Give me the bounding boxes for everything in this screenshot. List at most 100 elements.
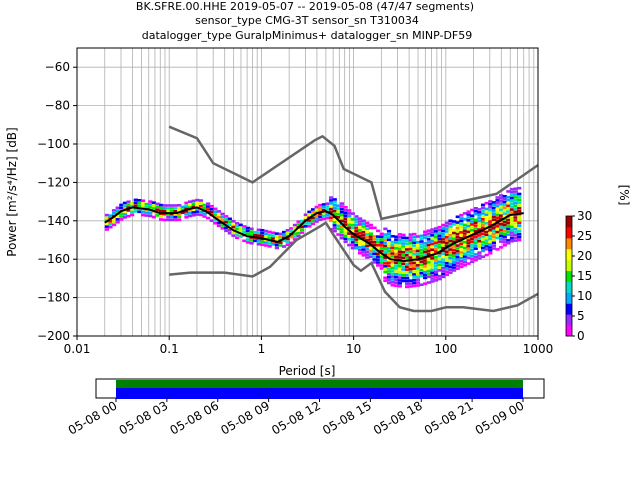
density-cell <box>126 206 131 209</box>
density-cell <box>452 220 457 223</box>
density-cell <box>314 220 319 223</box>
density-cell <box>394 261 399 264</box>
density-cell <box>379 246 384 250</box>
density-cell <box>455 261 460 265</box>
density-cell <box>354 226 359 230</box>
density-cell <box>379 249 384 253</box>
density-cell <box>390 269 395 273</box>
density-cell <box>441 235 446 238</box>
density-cell <box>506 221 511 225</box>
density-cell <box>155 205 160 209</box>
density-cell <box>180 205 185 209</box>
density-cell <box>379 258 384 262</box>
density-cell <box>263 244 269 247</box>
density-cell <box>466 256 471 260</box>
density-cell <box>495 213 500 217</box>
density-cell <box>452 231 457 235</box>
density-cell <box>376 264 381 267</box>
density-cell <box>365 233 370 236</box>
density-cell <box>517 207 522 210</box>
timeline-tick-label: 05-08 03 <box>117 398 171 437</box>
density-cell <box>459 256 464 260</box>
density-cell <box>404 262 410 266</box>
density-cell <box>495 210 500 214</box>
density-cell <box>466 244 471 248</box>
density-cell <box>372 226 377 230</box>
density-cell <box>122 201 128 205</box>
density-cell <box>415 264 421 267</box>
density-cell <box>401 256 406 260</box>
density-cell <box>209 219 214 222</box>
density-cell <box>376 238 381 241</box>
density-cell <box>513 198 518 202</box>
density-cell <box>444 256 450 259</box>
density-cell <box>361 236 366 240</box>
density-cell <box>433 261 439 265</box>
density-cell <box>448 251 453 254</box>
density-cell <box>187 214 193 218</box>
density-cell <box>209 210 214 214</box>
density-cell <box>202 212 207 215</box>
density-cell <box>502 220 507 224</box>
density-cell <box>433 247 439 250</box>
density-cell <box>339 225 345 228</box>
density-cell <box>473 212 478 216</box>
density-cell <box>144 205 149 209</box>
density-cell <box>473 218 478 222</box>
density-cell <box>444 233 450 236</box>
density-cell <box>191 213 196 217</box>
density-cell <box>343 228 348 232</box>
density-cell <box>488 251 493 255</box>
density-cell <box>292 235 298 238</box>
density-cell <box>495 248 500 251</box>
density-cell <box>473 241 478 245</box>
density-cell <box>354 244 359 247</box>
density-cell <box>466 227 471 231</box>
timeline-tick-label: 05-08 09 <box>218 398 272 437</box>
ppsd-density-cells <box>104 186 522 289</box>
density-cell <box>343 234 348 238</box>
density-cell <box>321 211 327 215</box>
density-cell <box>332 226 337 230</box>
density-cell <box>162 209 167 213</box>
density-cell <box>415 240 421 244</box>
density-cell <box>195 207 200 211</box>
density-cell <box>466 239 471 242</box>
density-cell <box>361 231 366 234</box>
density-cell <box>419 263 424 266</box>
density-cell <box>509 190 515 194</box>
density-cell <box>133 204 138 207</box>
density-cell <box>419 269 424 272</box>
density-cell <box>249 233 254 236</box>
density-cell <box>256 242 261 246</box>
density-cell <box>404 274 410 277</box>
density-cell <box>509 228 515 231</box>
density-cell <box>397 279 402 282</box>
density-cell <box>441 249 446 253</box>
density-cell <box>415 249 421 253</box>
density-cell <box>256 240 261 243</box>
density-cell <box>386 281 392 285</box>
density-cell <box>448 225 453 228</box>
density-cell <box>386 278 392 282</box>
density-cell <box>441 246 446 250</box>
density-cell <box>274 246 279 250</box>
density-cell <box>122 210 128 213</box>
density-cell <box>307 224 312 228</box>
density-cell <box>394 284 399 288</box>
density-cell <box>408 279 413 282</box>
density-cell <box>310 211 316 214</box>
density-cell <box>408 273 413 277</box>
density-cell <box>224 220 229 224</box>
density-cell <box>517 201 522 204</box>
density-cell <box>448 236 453 240</box>
density-cell <box>242 228 247 231</box>
density-cell <box>365 256 370 259</box>
density-cell <box>473 244 478 248</box>
density-cell <box>372 243 377 247</box>
density-cell <box>383 270 388 274</box>
density-cell <box>365 247 370 251</box>
density-cell <box>137 204 142 208</box>
density-cell <box>509 225 515 229</box>
timeline-tick-label: 05-08 00 <box>66 398 120 437</box>
